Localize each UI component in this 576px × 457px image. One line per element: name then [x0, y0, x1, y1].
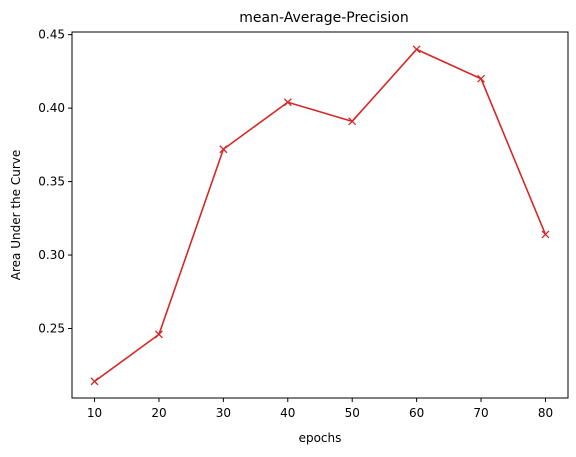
x-axis: 10 20 30 40 50 60 70 80	[87, 398, 553, 420]
data-point-marker	[90, 377, 99, 386]
plot-frame	[71, 31, 569, 399]
series-line-0	[94, 48, 547, 383]
x-tick-label: 40	[280, 406, 295, 420]
chart-title: mean-Average-Precision	[239, 10, 408, 26]
y-axis-label: Area Under the Curve	[9, 150, 23, 280]
x-tick-label: 70	[473, 406, 488, 420]
x-tick-label: 20	[151, 406, 166, 420]
y-axis: 0.25 0.30 0.35 0.40 0.45	[38, 28, 72, 336]
y-tick-label: 0.40	[38, 101, 65, 115]
y-tick-label: 0.35	[38, 175, 65, 189]
series-layer	[90, 45, 550, 386]
data-point-marker	[219, 145, 228, 154]
x-tick-label: 60	[409, 406, 424, 420]
data-point-marker	[348, 117, 357, 126]
x-tick-label: 50	[345, 406, 360, 420]
data-point-marker	[155, 330, 163, 339]
x-tick-label: 10	[87, 406, 102, 420]
y-tick-label: 0.45	[38, 28, 65, 42]
x-tick-label: 30	[216, 406, 231, 420]
plot-area	[71, 31, 569, 399]
x-tick-label: 80	[538, 406, 553, 420]
data-point-marker	[477, 74, 485, 83]
data-point-marker	[412, 45, 421, 54]
y-tick-label: 0.30	[38, 248, 65, 262]
data-point-marker	[283, 98, 292, 107]
data-point-marker	[541, 230, 550, 239]
y-tick-label: 0.25	[38, 322, 65, 336]
x-axis-label: epochs	[299, 431, 342, 445]
